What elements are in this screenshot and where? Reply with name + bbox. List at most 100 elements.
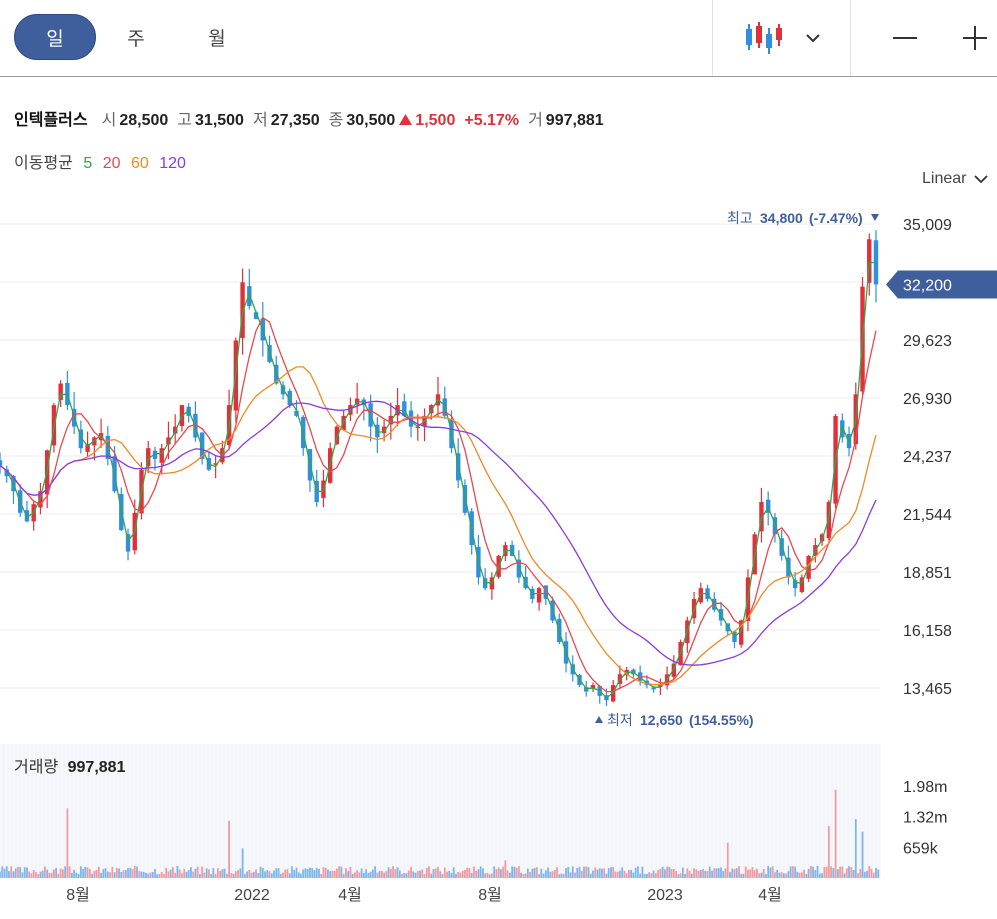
volume-bar bbox=[50, 872, 53, 878]
volume-bar bbox=[717, 868, 720, 878]
volume-bar bbox=[803, 869, 806, 878]
candle-body bbox=[698, 588, 703, 603]
candle-body bbox=[631, 669, 636, 675]
candle-body bbox=[173, 426, 178, 434]
volume-bar bbox=[765, 873, 767, 878]
candle-body bbox=[590, 685, 596, 689]
candle-body bbox=[125, 534, 131, 552]
volume-bar bbox=[14, 868, 17, 878]
volume-bar bbox=[239, 868, 242, 878]
volume-bar bbox=[246, 871, 248, 878]
candle-body bbox=[637, 672, 643, 681]
last-price-tag bbox=[886, 270, 997, 299]
volume-bar bbox=[464, 870, 466, 878]
volume-bar bbox=[347, 870, 350, 878]
volume-bar bbox=[313, 870, 316, 878]
volume-bar bbox=[333, 870, 336, 878]
tab-weekly[interactable]: 주 bbox=[127, 27, 145, 50]
candle-body bbox=[193, 413, 198, 438]
volume-bar bbox=[807, 868, 810, 878]
volume-bar bbox=[738, 866, 740, 878]
candle-body bbox=[597, 686, 602, 696]
volume-bar bbox=[778, 872, 781, 878]
volume-bar bbox=[199, 874, 201, 878]
tab-monthly[interactable]: 월 bbox=[208, 27, 226, 50]
y-tick-label: 35,009 bbox=[903, 217, 952, 234]
volume-bar bbox=[729, 871, 731, 878]
volume-bar bbox=[241, 848, 244, 878]
volume-bar bbox=[264, 871, 266, 878]
volume-bar bbox=[174, 872, 177, 878]
tab-daily[interactable]: 일 bbox=[14, 14, 96, 60]
volume-bar bbox=[288, 873, 291, 878]
y-tick-label: 24,237 bbox=[903, 449, 952, 466]
volume-bar bbox=[848, 866, 850, 878]
volume-bar bbox=[61, 869, 64, 878]
volume-bar bbox=[614, 871, 617, 878]
volume-bar bbox=[23, 867, 26, 878]
volume-bar bbox=[497, 867, 500, 878]
candle-body bbox=[38, 491, 43, 508]
volume-bar bbox=[531, 868, 534, 878]
y-tick-label: 29,623 bbox=[903, 333, 952, 350]
volume-bar bbox=[115, 867, 118, 878]
volume-bar bbox=[542, 873, 545, 878]
volume-bar bbox=[156, 874, 159, 878]
volume-bar bbox=[812, 866, 815, 878]
volume-bar bbox=[870, 868, 873, 878]
volume-bar bbox=[441, 873, 444, 878]
candle-body bbox=[301, 416, 306, 449]
volume-bar bbox=[86, 867, 89, 878]
volume-bar bbox=[520, 872, 523, 878]
volume-bar bbox=[697, 870, 700, 878]
zoom-in-button[interactable] bbox=[948, 0, 997, 76]
volume-bar bbox=[169, 869, 172, 878]
candle-body bbox=[819, 534, 825, 542]
volume-bar bbox=[821, 873, 823, 878]
volume-bar bbox=[621, 867, 624, 878]
volume-bar bbox=[140, 871, 143, 878]
candle-body bbox=[220, 448, 225, 463]
volume-bar bbox=[187, 870, 190, 878]
volume-bar bbox=[630, 869, 633, 878]
volume-bar bbox=[302, 869, 305, 878]
price-axis: 35,009 29,623 26,930 24,237 21,544 18,851 16,1… bbox=[66, 217, 952, 904]
candle-body bbox=[644, 680, 650, 686]
chart-type-button[interactable] bbox=[713, 0, 850, 76]
volume-bar bbox=[367, 872, 370, 878]
volume-bar bbox=[740, 873, 743, 878]
volume-bar bbox=[791, 866, 794, 878]
volume-bar bbox=[482, 868, 484, 878]
volume-bar bbox=[468, 868, 471, 878]
volume-bar bbox=[120, 871, 123, 878]
volume-bar bbox=[607, 868, 610, 878]
volume-bar bbox=[425, 867, 428, 878]
volume-bar bbox=[702, 868, 704, 878]
candle-body bbox=[368, 403, 373, 427]
volume-bar bbox=[259, 866, 262, 878]
volume-bar bbox=[320, 874, 323, 878]
candle-body bbox=[718, 609, 724, 621]
candle-body bbox=[624, 670, 629, 676]
candle-body bbox=[341, 415, 346, 431]
volume-bar bbox=[715, 868, 718, 878]
volume-bar bbox=[681, 867, 684, 878]
x-tick-label: 2023 bbox=[647, 887, 683, 904]
candle-body bbox=[651, 687, 656, 690]
moving-average-lines bbox=[0, 261, 877, 699]
volume-bar bbox=[181, 873, 183, 878]
candle-body bbox=[604, 695, 609, 701]
volume-bar bbox=[102, 869, 105, 878]
candle-body bbox=[503, 545, 508, 556]
low-marker-label: 최저 bbox=[607, 712, 633, 728]
volume-bar bbox=[491, 873, 493, 878]
candle-body bbox=[98, 433, 104, 441]
volume-bar bbox=[410, 866, 412, 878]
scale-selector[interactable]: Linear bbox=[922, 170, 989, 188]
zoom-out-button[interactable] bbox=[878, 0, 932, 76]
candle-body bbox=[860, 286, 865, 392]
low-marker-icon bbox=[595, 716, 603, 723]
ma-20-legend: 20 bbox=[102, 155, 121, 172]
volume-bar bbox=[859, 868, 862, 878]
open-value: 28,500 bbox=[119, 112, 169, 129]
